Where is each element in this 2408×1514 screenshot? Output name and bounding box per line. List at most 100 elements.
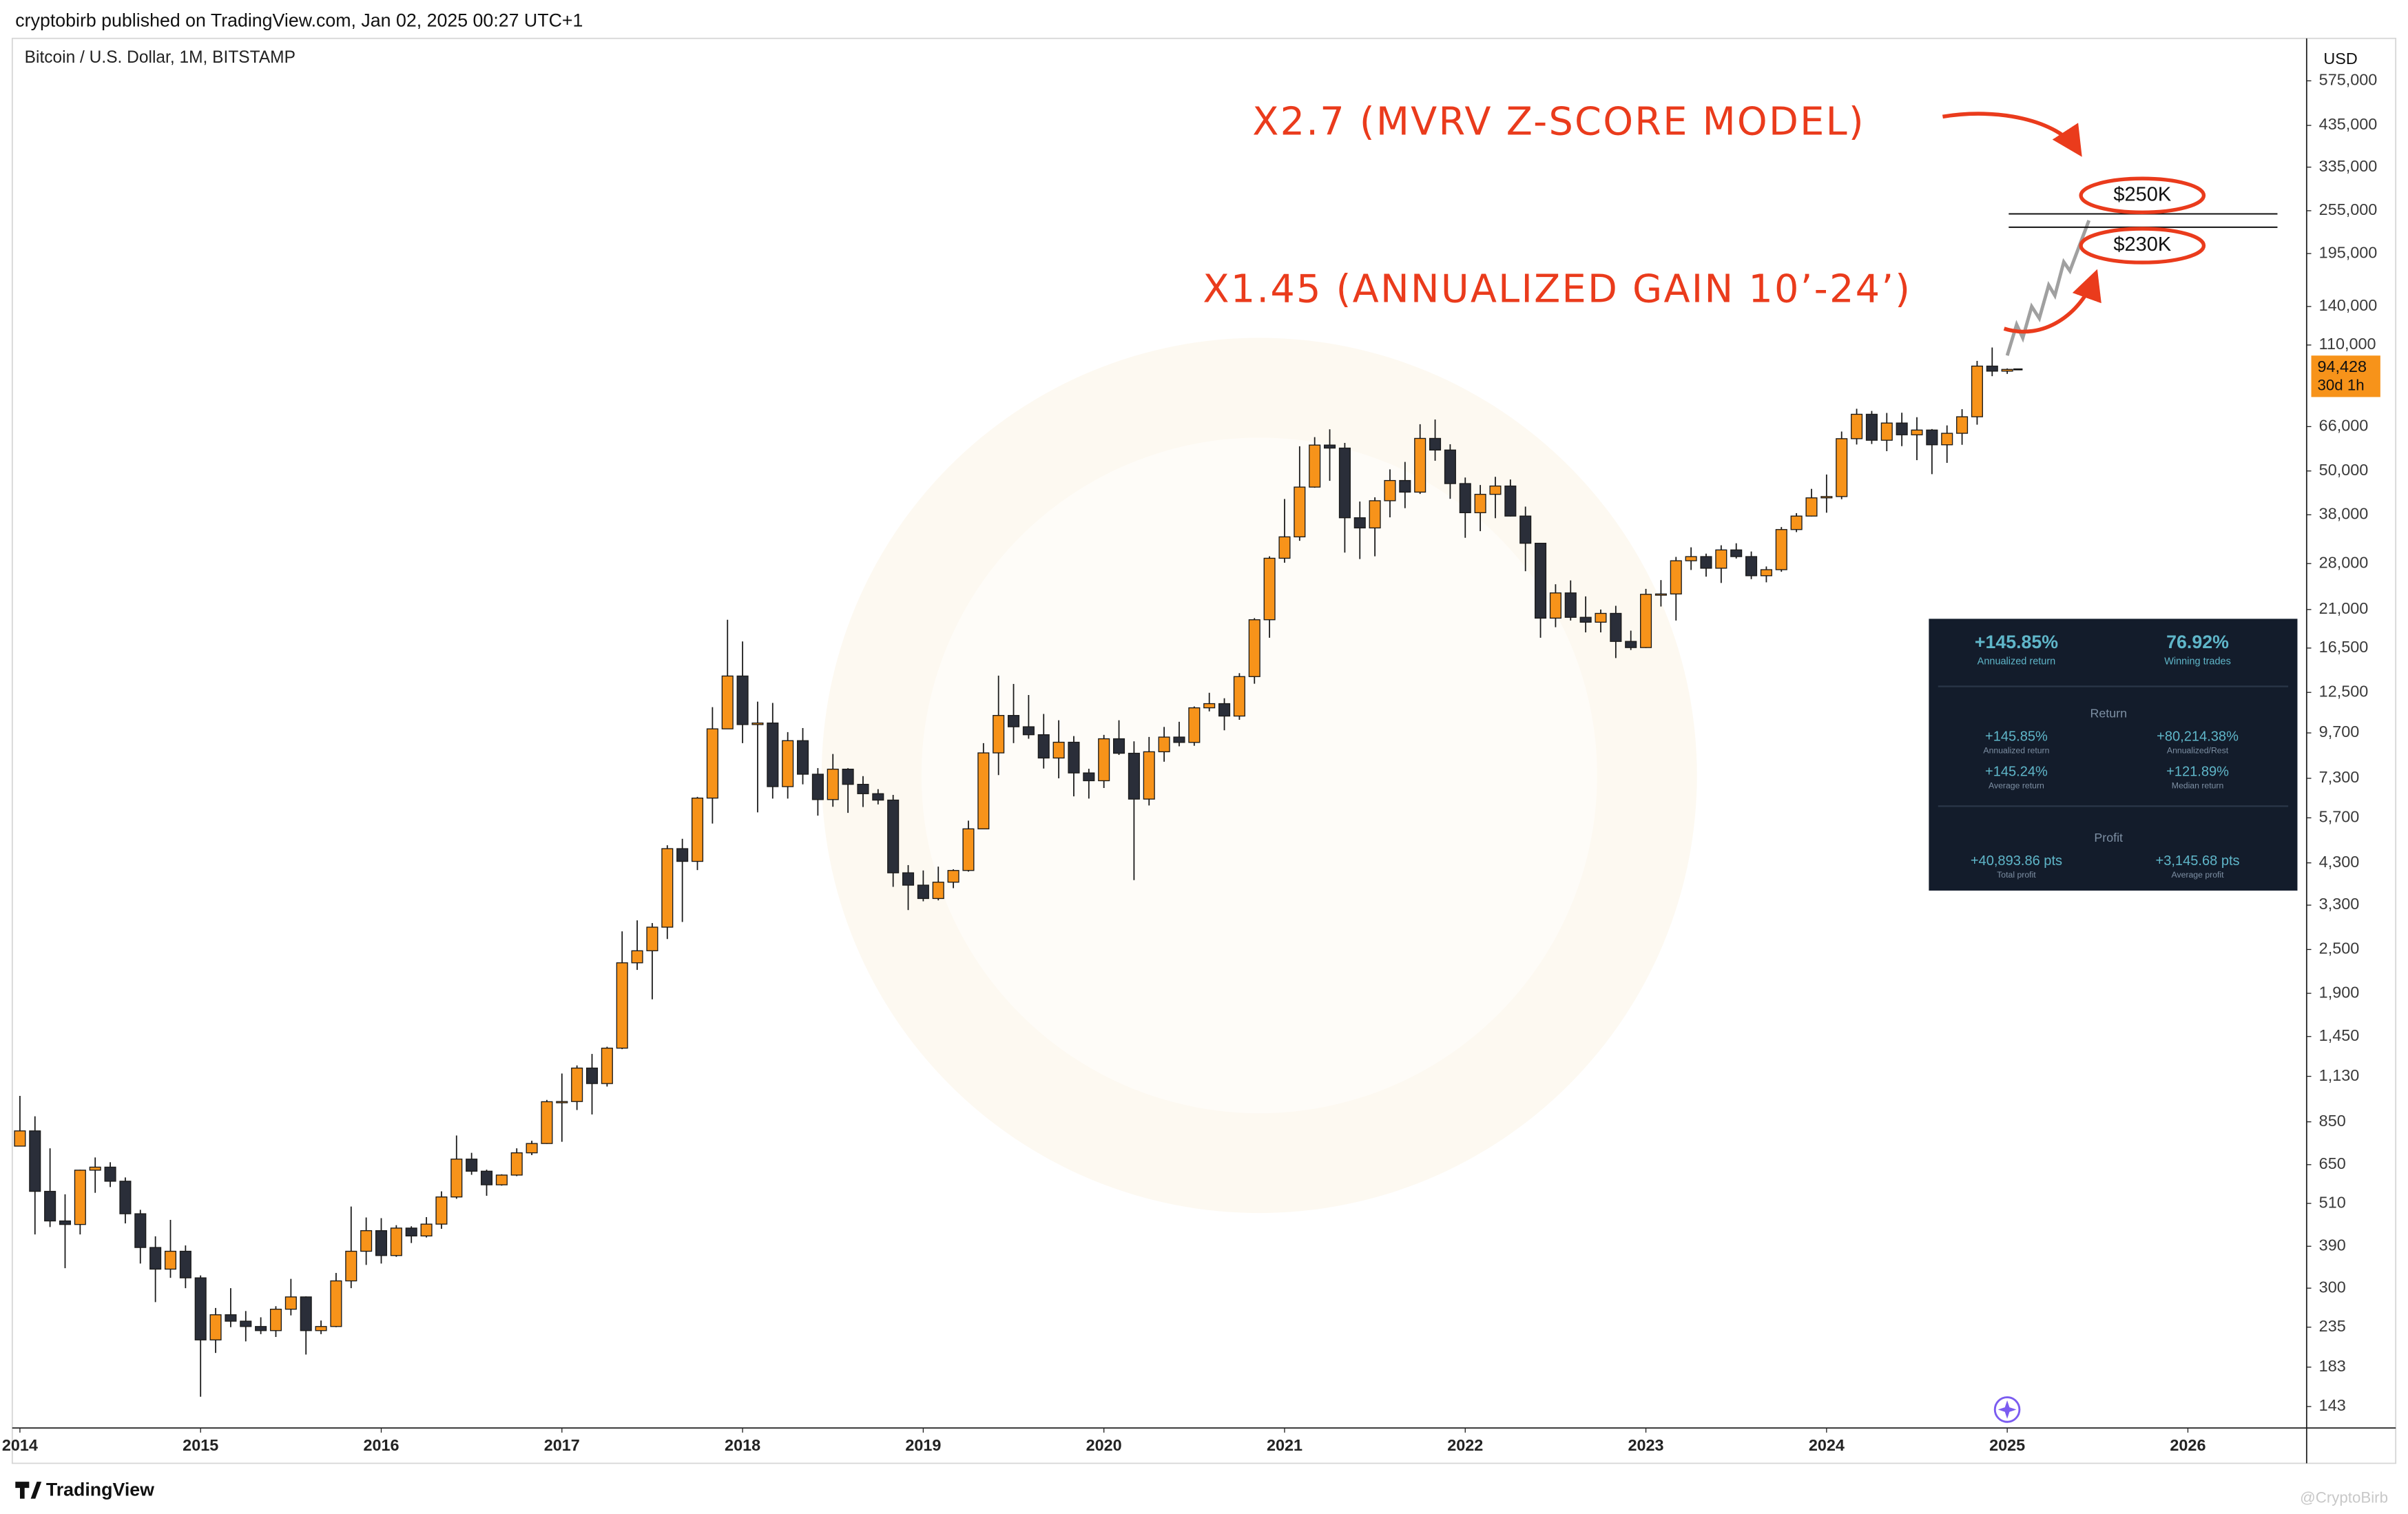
y-tick-label: 1,130 [2319,1066,2360,1084]
candle-body [164,1250,177,1270]
candle-body [1052,741,1065,759]
candle-body [1640,594,1652,648]
candle-body [1971,365,1983,417]
candle-body [796,740,809,775]
x-tick-label: 2023 [1628,1436,1664,1454]
candle-body [1324,444,1336,449]
candle-body [240,1320,252,1327]
brand-name: TradingView [46,1480,154,1500]
section-title: Profit [2094,831,2123,844]
x-tick-label: 2015 [183,1436,218,1454]
y-tick-label: 235 [2319,1317,2346,1335]
candle-body [1369,500,1381,529]
annotations: X2.7 (MVRV Z-SCORE MODEL) X1.45 (ANNUALI… [1203,100,2101,334]
candle-body [993,715,1005,754]
candle-body [1911,429,1923,435]
candle-body [691,797,704,862]
arrow [2003,269,2101,334]
candle-body [420,1223,433,1237]
candle-body [1294,486,1306,538]
candle-body [1188,707,1201,743]
y-tick-label: 9,700 [2319,723,2360,740]
candle-body [29,1130,41,1192]
y-tick-label: 575,000 [2319,71,2378,89]
candle-body [255,1326,267,1331]
candle-body [811,774,824,800]
stat-value: +3,145.68 pts [2156,853,2240,869]
stat-value: +145.85% [1985,729,2048,744]
candle-body [119,1181,132,1214]
annotation-mvrv: X2.7 (MVRV Z-SCORE MODEL) [1252,100,1865,145]
y-tick-label: 650 [2319,1154,2346,1172]
candle-body [1685,556,1697,561]
candle-body [74,1170,86,1225]
stats-panel: +145.85% Annualized return 76.92% Winnin… [1929,619,2298,891]
section-title: Return [2090,706,2127,720]
price-tag-countdown: 30d 1h [2317,377,2364,394]
x-tick-label: 2018 [725,1436,760,1454]
y-tick-label: 21,000 [2319,599,2369,617]
stat-value: +80,214.38% [2157,729,2239,744]
ai-button[interactable] [1993,1396,2021,1423]
candle-body [315,1326,327,1331]
brand-logo [15,1482,42,1499]
candle-body [1278,536,1291,559]
price-tag [2311,355,2380,397]
stat-value: +145.24% [1985,765,2048,780]
candle-body [1068,741,1080,774]
candle-body [857,784,869,794]
candle-body [1595,612,1607,623]
candle-body [345,1250,357,1282]
stats-background [1929,619,2298,891]
candle-body [1896,422,1908,435]
candle-body [616,962,628,1049]
target-label: $230K [2113,234,2171,256]
candle-body [887,799,900,873]
candle-body [1956,416,1969,434]
y-tick-label: 510 [2319,1193,2346,1211]
y-tick-label: 3,300 [2319,895,2360,913]
candle-body [466,1159,478,1172]
candle-body [1444,449,1456,484]
y-tick-label: 50,000 [2319,461,2369,479]
y-tick-label: 110,000 [2319,335,2376,353]
y-tick-label: 2,500 [2319,940,2360,957]
candle-body [1248,619,1260,677]
candle-body [556,1101,568,1103]
candle-body [1459,483,1471,514]
candle-body [44,1190,56,1222]
stat-value: +145.85% [1975,632,2058,652]
candle-body [827,769,839,800]
candle-body [1535,543,1547,619]
candle-body [872,793,884,801]
candle-body [59,1220,72,1225]
x-tick-label: 2014 [2,1436,38,1454]
candle-body [1474,493,1486,514]
candle-body [1128,752,1140,800]
candle-body [330,1280,342,1327]
candle-body [571,1067,583,1102]
candle-body [360,1230,373,1252]
x-tick-label: 2022 [1447,1436,1483,1454]
candle-body [1790,515,1803,530]
candle-body [179,1250,191,1278]
candle-body [1926,429,1938,446]
candle-body [646,926,658,951]
candle-body [1865,413,1878,441]
x-tick-label: 2024 [1809,1436,1845,1454]
candle-body [435,1196,448,1225]
candle-body [450,1159,463,1198]
y-tick-label: 335,000 [2319,157,2378,175]
candle-body [194,1277,207,1340]
candle-body [14,1130,26,1147]
candle-body [661,848,674,928]
x-tick-label: 2016 [363,1436,399,1454]
y-tick-label: 12,500 [2319,682,2369,700]
candle-body [1007,715,1020,727]
candle-body [1805,497,1818,517]
stat-label: Winning trades [2164,656,2231,667]
candle-body [284,1296,297,1310]
y-tick-label: 1,900 [2319,983,2360,1001]
candle-body [1730,549,1743,557]
y-tick-label: 7,300 [2319,768,2360,786]
